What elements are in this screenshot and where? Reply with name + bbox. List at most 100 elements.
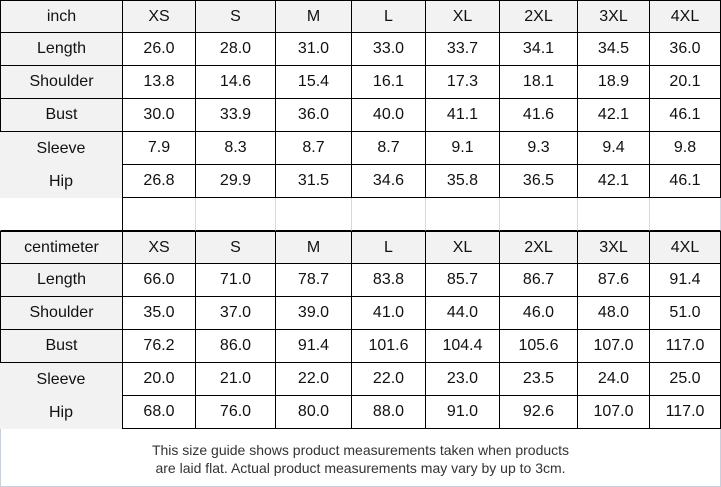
measurement-cell: 33.7 (426, 33, 500, 66)
measurement-cell: 35.0 (123, 297, 196, 330)
measurement-cell: 34.6 (352, 165, 426, 198)
measurement-cell: 18.9 (578, 66, 650, 99)
size-header-s: S (196, 0, 276, 33)
measurement-cell: 85.7 (426, 264, 500, 297)
size-header-s: S (196, 231, 276, 264)
measurement-cell: 36.0 (276, 99, 352, 132)
measurement-cell: 36.0 (650, 33, 721, 66)
measurement-cell: 105.6 (500, 330, 578, 363)
spacer-cell (123, 198, 196, 231)
measurement-cell: 46.1 (650, 99, 721, 132)
row-label-bust: Bust (0, 99, 123, 132)
measurement-cell: 33.0 (352, 33, 426, 66)
spacer-cell (650, 198, 721, 231)
measurement-cell: 83.8 (352, 264, 426, 297)
row-label-shoulder: Shoulder (0, 66, 123, 99)
row-label-sleeve: Sleeve (0, 132, 123, 165)
measurement-cell: 78.7 (276, 264, 352, 297)
measurement-cell: 91.4 (650, 264, 721, 297)
row-label-hip: Hip (0, 165, 123, 198)
measurement-cell: 26.8 (123, 165, 196, 198)
measurement-cell: 17.3 (426, 66, 500, 99)
measurement-cell: 34.5 (578, 33, 650, 66)
size-header-4xl: 4XL (650, 231, 721, 264)
measurement-cell: 86.0 (196, 330, 276, 363)
measurement-cell: 117.0 (650, 396, 721, 429)
size-header-xs: XS (123, 231, 196, 264)
measurement-cell: 8.7 (352, 132, 426, 165)
measurement-cell: 91.4 (276, 330, 352, 363)
spacer-cell (0, 198, 123, 231)
measurement-cell: 46.0 (500, 297, 578, 330)
measurement-cell: 39.0 (276, 297, 352, 330)
measurement-cell: 21.0 (196, 363, 276, 396)
measurement-cell: 41.0 (352, 297, 426, 330)
row-label-length: Length (0, 33, 123, 66)
measurement-cell: 104.4 (426, 330, 500, 363)
measurement-cell: 7.9 (123, 132, 196, 165)
measurement-cell: 101.6 (352, 330, 426, 363)
spacer-cell (578, 198, 650, 231)
measurement-cell: 14.6 (196, 66, 276, 99)
measurement-cell: 29.9 (196, 165, 276, 198)
measurement-cell: 31.5 (276, 165, 352, 198)
measurement-cell: 9.8 (650, 132, 721, 165)
size-header-m: M (276, 0, 352, 33)
size-header-2xl: 2XL (500, 0, 578, 33)
measurement-cell: 76.2 (123, 330, 196, 363)
size-header-3xl: 3XL (578, 0, 650, 33)
measurement-cell: 76.0 (196, 396, 276, 429)
size-header-xl: XL (426, 0, 500, 33)
measurement-cell: 18.1 (500, 66, 578, 99)
note-line-1: This size guide shows product measuremen… (151, 442, 570, 458)
measurement-cell: 8.7 (276, 132, 352, 165)
size-header-xs: XS (123, 0, 196, 33)
measurement-cell: 51.0 (650, 297, 721, 330)
measurement-cell: 24.0 (578, 363, 650, 396)
measurement-cell: 20.1 (650, 66, 721, 99)
measurement-cell: 31.0 (276, 33, 352, 66)
measurement-cell: 107.0 (578, 396, 650, 429)
measurement-cell: 44.0 (426, 297, 500, 330)
size-header-l: L (352, 231, 426, 264)
row-label-sleeve: Sleeve (0, 363, 123, 396)
measurement-cell: 9.3 (500, 132, 578, 165)
measurement-cell: 20.0 (123, 363, 196, 396)
measurement-cell: 48.0 (578, 297, 650, 330)
measurement-cell: 16.1 (352, 66, 426, 99)
row-label-bust: Bust (0, 330, 123, 363)
measurement-cell: 66.0 (123, 264, 196, 297)
measurement-cell: 86.7 (500, 264, 578, 297)
measurement-cell: 22.0 (352, 363, 426, 396)
spacer-cell (196, 198, 276, 231)
measurement-cell: 9.1 (426, 132, 500, 165)
size-header-xl: XL (426, 231, 500, 264)
note-line-2: are laid flat. Actual product measuremen… (155, 460, 566, 476)
spacer-cell (500, 198, 578, 231)
row-label-hip: Hip (0, 396, 123, 429)
measurement-cell: 92.6 (500, 396, 578, 429)
row-label-length: Length (0, 264, 123, 297)
measurement-cell: 46.1 (650, 165, 721, 198)
unit-header: centimeter (0, 231, 123, 264)
unit-header: inch (0, 0, 123, 33)
measurement-cell: 34.1 (500, 33, 578, 66)
measurement-cell: 87.6 (578, 264, 650, 297)
measurement-cell: 68.0 (123, 396, 196, 429)
measurement-cell: 8.3 (196, 132, 276, 165)
measurement-cell: 41.6 (500, 99, 578, 132)
measurement-cell: 15.4 (276, 66, 352, 99)
measurement-cell: 35.8 (426, 165, 500, 198)
measurement-cell: 28.0 (196, 33, 276, 66)
measurement-cell: 25.0 (650, 363, 721, 396)
measurement-cell: 37.0 (196, 297, 276, 330)
measurement-cell: 33.9 (196, 99, 276, 132)
measurement-cell: 13.8 (123, 66, 196, 99)
measurement-cell: 40.0 (352, 99, 426, 132)
measurement-cell: 71.0 (196, 264, 276, 297)
size-header-m: M (276, 231, 352, 264)
size-header-4xl: 4XL (650, 0, 721, 33)
size-header-2xl: 2XL (500, 231, 578, 264)
size-header-l: L (352, 0, 426, 33)
